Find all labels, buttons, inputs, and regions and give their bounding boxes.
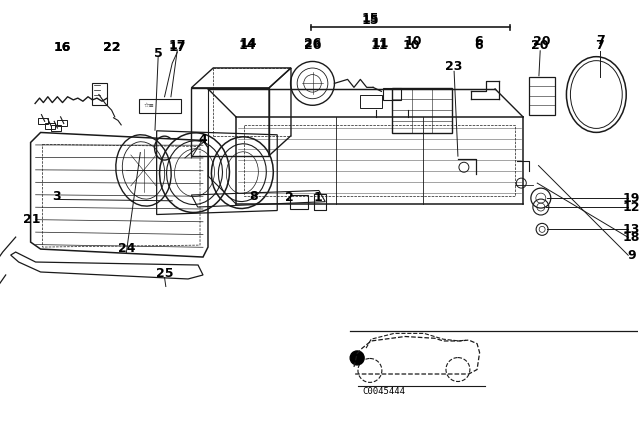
- Text: 16: 16: [54, 41, 71, 54]
- Text: 25: 25: [156, 267, 173, 280]
- Text: 15: 15: [361, 14, 379, 27]
- Text: 20: 20: [531, 39, 549, 52]
- Text: C0045444: C0045444: [362, 387, 405, 396]
- Text: 21: 21: [23, 213, 40, 226]
- Text: 20: 20: [532, 35, 550, 48]
- Text: 8: 8: [250, 190, 258, 203]
- Text: 5: 5: [154, 47, 163, 60]
- Text: 17: 17: [168, 39, 186, 52]
- Text: ☆≡: ☆≡: [143, 103, 154, 108]
- Text: 7: 7: [595, 39, 604, 52]
- Circle shape: [350, 351, 364, 365]
- Text: 13: 13: [623, 223, 640, 236]
- Text: 22: 22: [103, 41, 120, 54]
- Text: 11: 11: [372, 37, 390, 50]
- Text: 9: 9: [627, 249, 636, 262]
- Text: 6: 6: [474, 39, 483, 52]
- Text: 14: 14: [240, 37, 257, 50]
- Text: 6: 6: [474, 35, 483, 48]
- Text: 15: 15: [361, 12, 379, 25]
- Text: 17: 17: [168, 41, 186, 54]
- Text: 16: 16: [54, 41, 71, 54]
- Text: 14: 14: [239, 39, 256, 52]
- Text: 7: 7: [596, 34, 605, 47]
- Text: 26: 26: [304, 39, 321, 52]
- Text: 10: 10: [404, 35, 422, 48]
- Text: 1: 1: [313, 191, 322, 204]
- Text: 3: 3: [52, 190, 60, 203]
- Text: 26: 26: [304, 37, 321, 50]
- Text: 19: 19: [623, 192, 640, 205]
- Text: 23: 23: [445, 60, 463, 73]
- Text: 11: 11: [371, 39, 388, 52]
- Text: 4: 4: [198, 133, 207, 146]
- Text: 18: 18: [623, 231, 640, 244]
- Text: 22: 22: [103, 41, 120, 54]
- Text: 2: 2: [285, 191, 293, 204]
- Text: 24: 24: [118, 242, 135, 255]
- Text: 10: 10: [403, 39, 420, 52]
- Text: 12: 12: [623, 201, 640, 214]
